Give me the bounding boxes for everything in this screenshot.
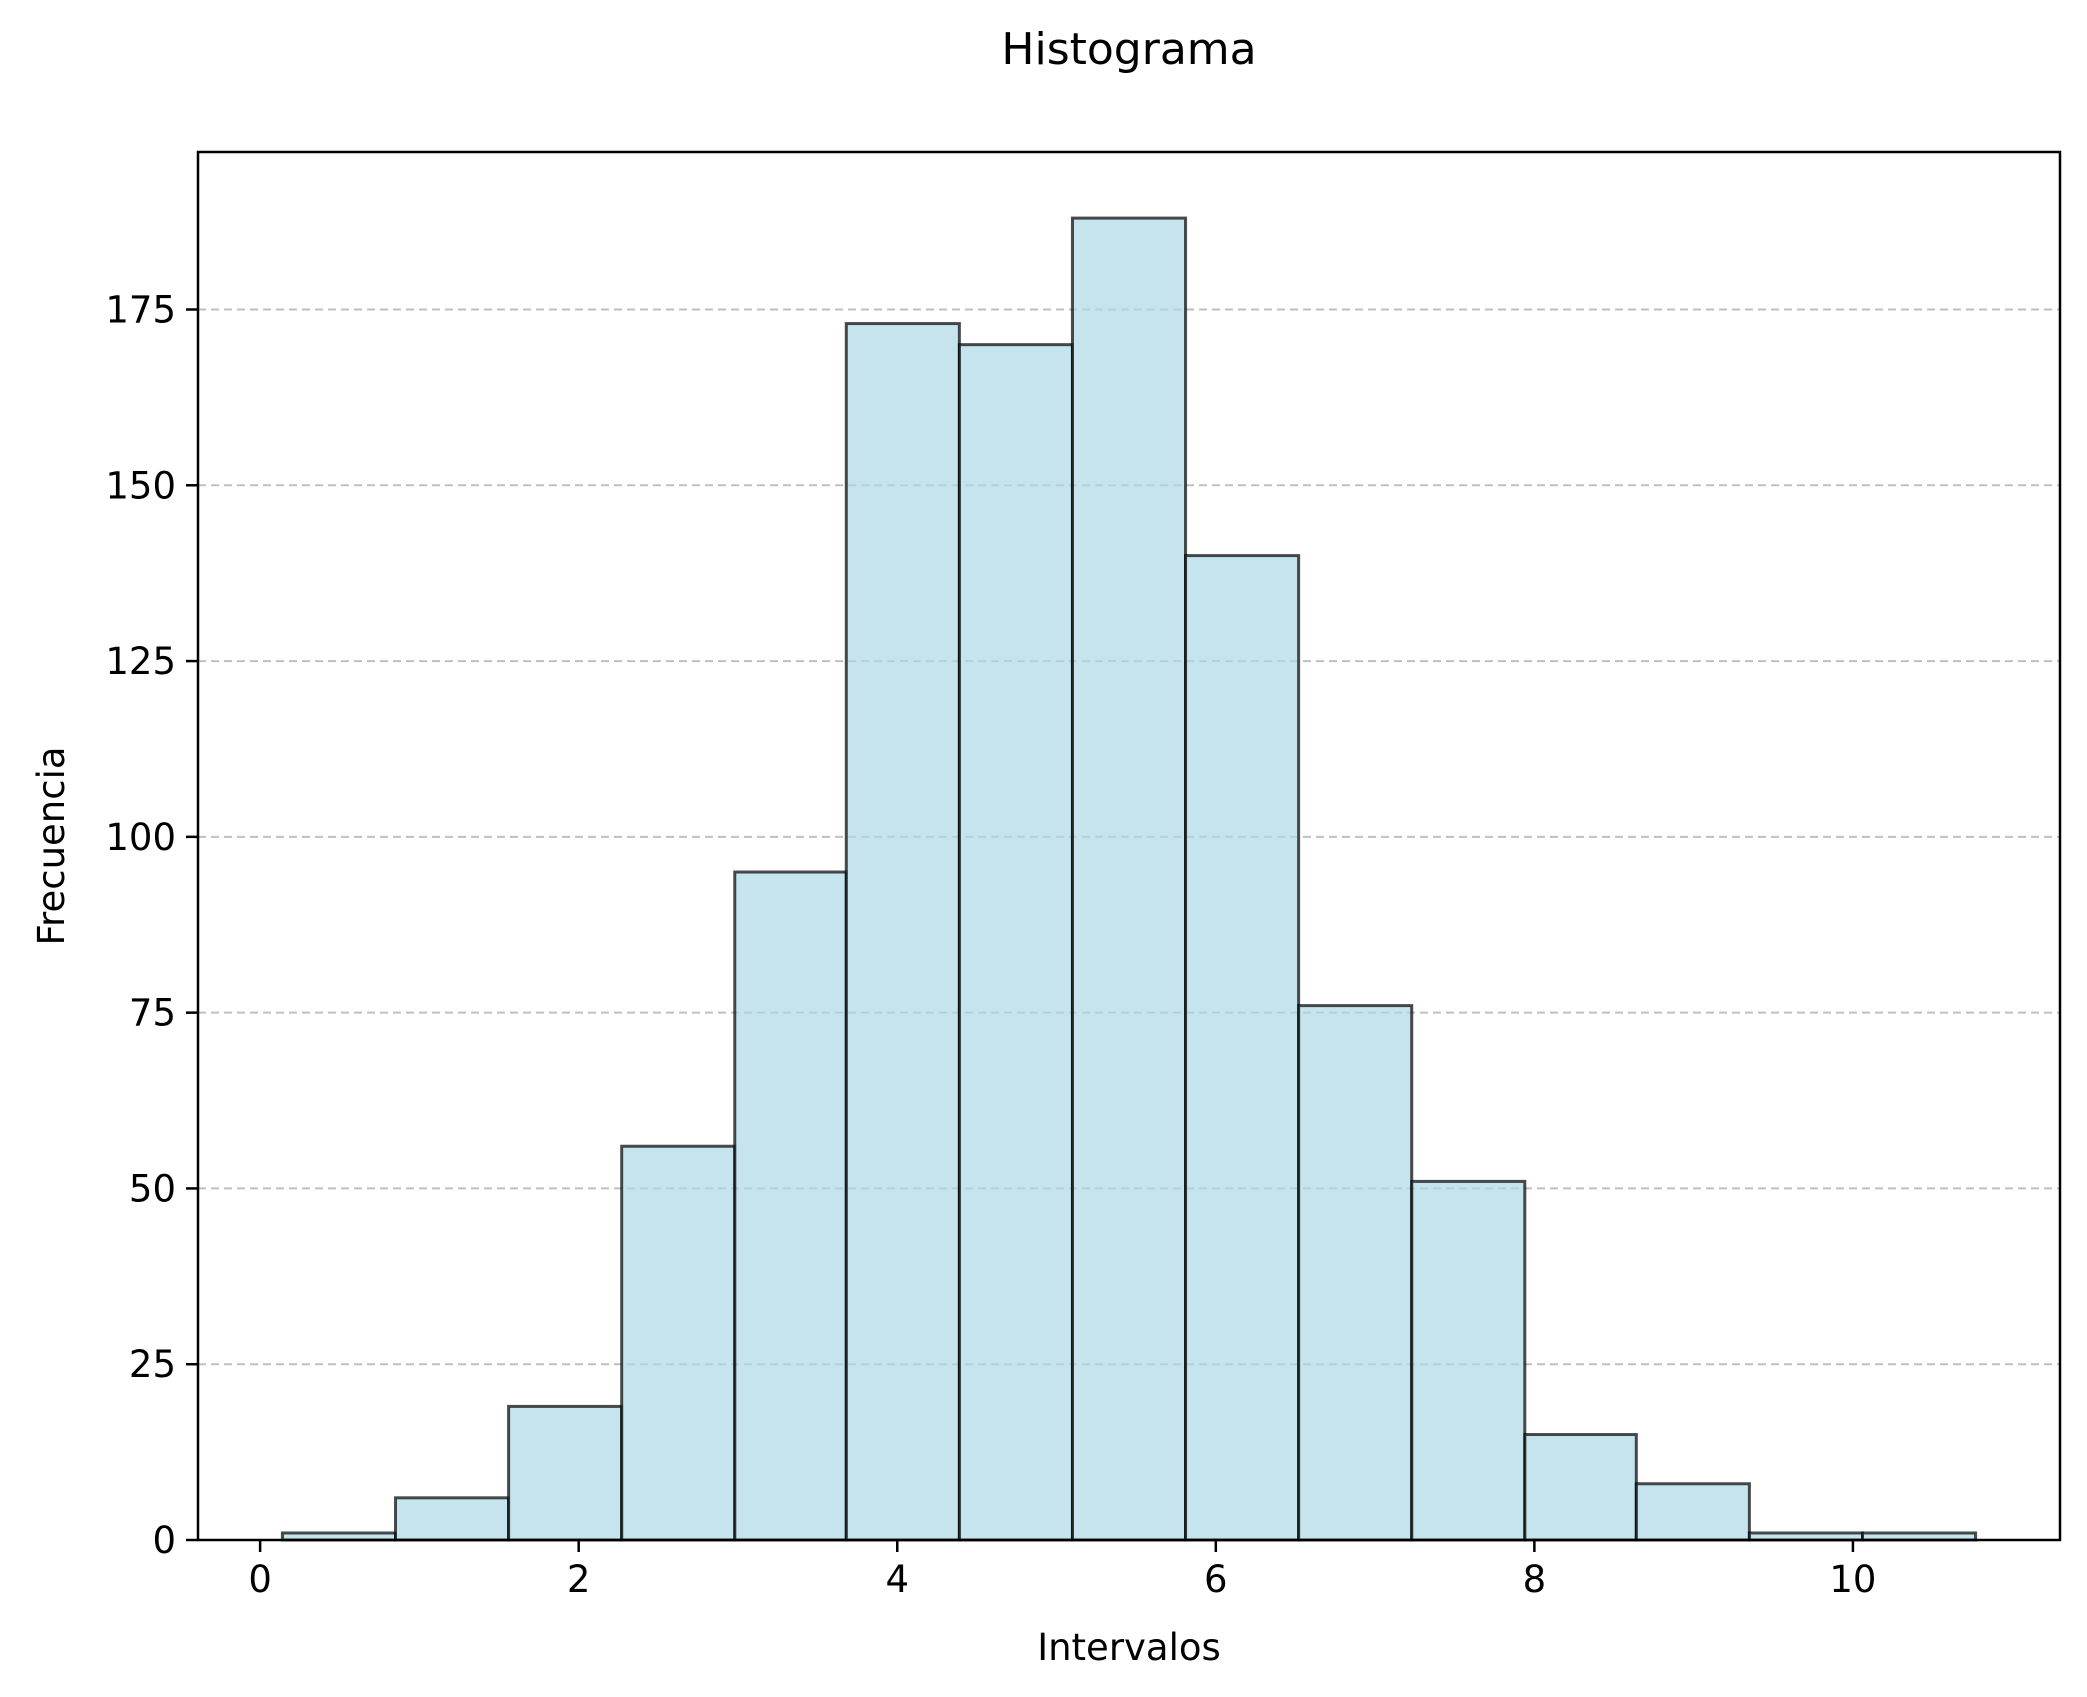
y-tick-label: 50 xyxy=(129,1167,176,1210)
histogram-bar xyxy=(1523,1433,1638,1542)
histogram-bars xyxy=(280,216,1978,1542)
histogram-bar xyxy=(1184,554,1301,1542)
histogram-bar xyxy=(1297,1004,1414,1542)
x-tick-label: 8 xyxy=(1523,1558,1547,1601)
y-tick-label: 100 xyxy=(105,816,176,859)
histogram-bar xyxy=(1070,216,1188,1542)
y-tick-label: 175 xyxy=(105,289,176,332)
y-tick-label: 150 xyxy=(105,464,176,507)
histogram-bar xyxy=(394,1496,511,1542)
histogram-bar xyxy=(507,1404,624,1542)
y-tick-label: 25 xyxy=(129,1343,176,1386)
x-tick-label: 10 xyxy=(1829,1558,1876,1601)
x-axis-ticks: 0 2 4 6 8 10 xyxy=(248,1540,1876,1601)
y-tick-label: 0 xyxy=(152,1519,176,1562)
histogram-bar xyxy=(620,1144,737,1542)
x-tick-label: 0 xyxy=(248,1558,272,1601)
y-axis-ticks: 0 25 50 75 100 125 150 175 xyxy=(105,289,198,1562)
chart-title: Histograma xyxy=(1001,24,1256,75)
plot-frame xyxy=(196,150,2062,1542)
histogram-bar xyxy=(733,870,848,1542)
y-tick-label: 125 xyxy=(105,640,176,683)
x-tick-label: 2 xyxy=(567,1558,591,1601)
histogram-bar xyxy=(1634,1482,1751,1542)
histogram-bar xyxy=(1410,1179,1527,1542)
x-tick-label: 4 xyxy=(885,1558,909,1601)
y-tick-label: 75 xyxy=(129,992,176,1035)
x-tick-label: 6 xyxy=(1204,1558,1228,1601)
y-axis-label: Frecuencia xyxy=(30,746,73,945)
histogram-bar xyxy=(957,343,1074,1542)
x-axis-label: Intervalos xyxy=(1037,1626,1221,1669)
histogram-bar xyxy=(844,322,961,1542)
